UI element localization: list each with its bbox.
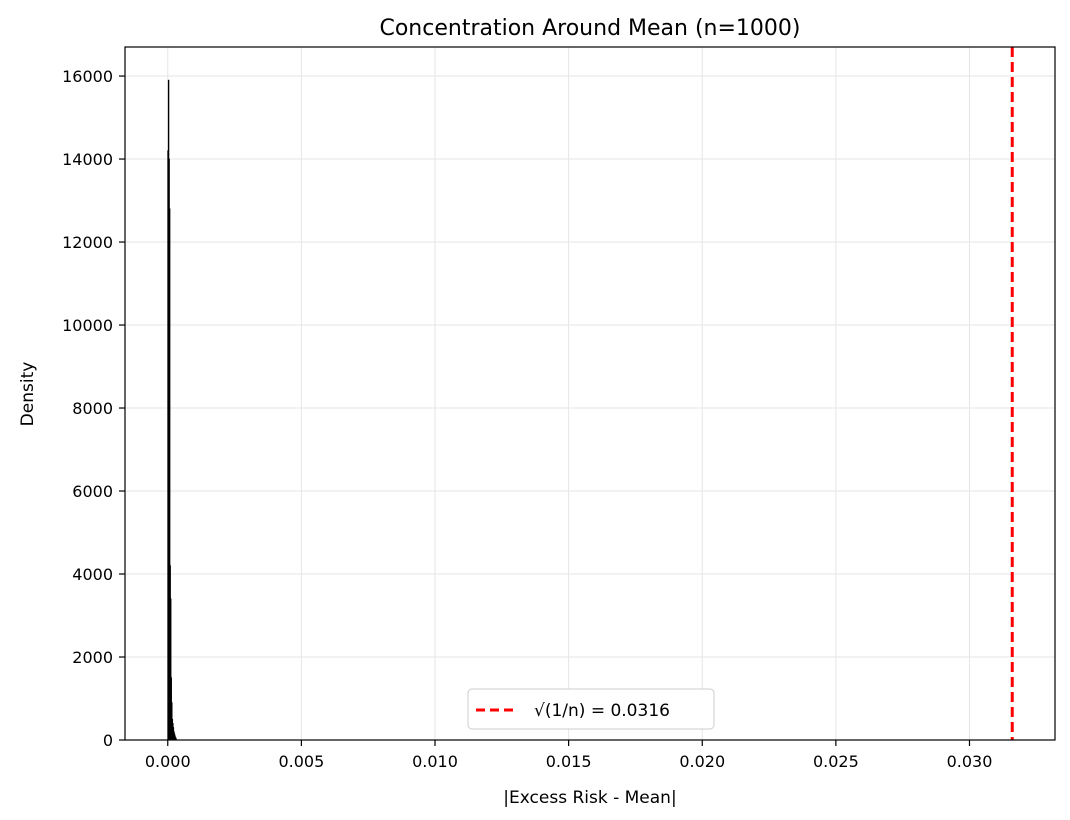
y-tick-label-2: 4000 — [72, 565, 113, 584]
plot-area-frame — [124, 46, 1056, 741]
y-tick-label-1: 2000 — [72, 648, 113, 667]
x-axis-ticks: 0.000 0.005 0.010 0.015 0.020 0.025 0.030 — [145, 740, 993, 771]
legend-entry-label: √(1/n) = 0.0316 — [534, 701, 670, 721]
y-tick-label-7: 14000 — [62, 150, 113, 169]
y-axis-ticks: 0 2000 4000 6000 8000 10000 12000 14000 16000 — [62, 67, 125, 750]
x-tick-label-5: 0.025 — [813, 752, 859, 771]
x-tick-label-3: 0.015 — [546, 752, 592, 771]
x-tick-label-4: 0.020 — [679, 752, 725, 771]
x-tick-label-1: 0.005 — [278, 752, 324, 771]
y-tick-label-6: 12000 — [62, 233, 113, 252]
x-tick-label-0: 0.000 — [145, 752, 191, 771]
chart-title: Concentration Around Mean (n=1000) — [379, 16, 800, 41]
y-tick-label-5: 10000 — [62, 316, 113, 335]
y-tick-label-3: 6000 — [72, 482, 113, 501]
x-tick-label-6: 0.030 — [947, 752, 993, 771]
y-tick-label-8: 16000 — [62, 67, 113, 86]
y-tick-label-0: 0 — [103, 731, 113, 750]
x-axis-label: |Excess Risk - Mean| — [503, 788, 676, 808]
x-tick-label-2: 0.010 — [412, 752, 458, 771]
y-axis-label: Density — [18, 362, 38, 427]
legend-box — [467, 688, 715, 730]
legend: √(1/n) = 0.0316 — [467, 688, 715, 730]
y-tick-label-4: 8000 — [72, 399, 113, 418]
